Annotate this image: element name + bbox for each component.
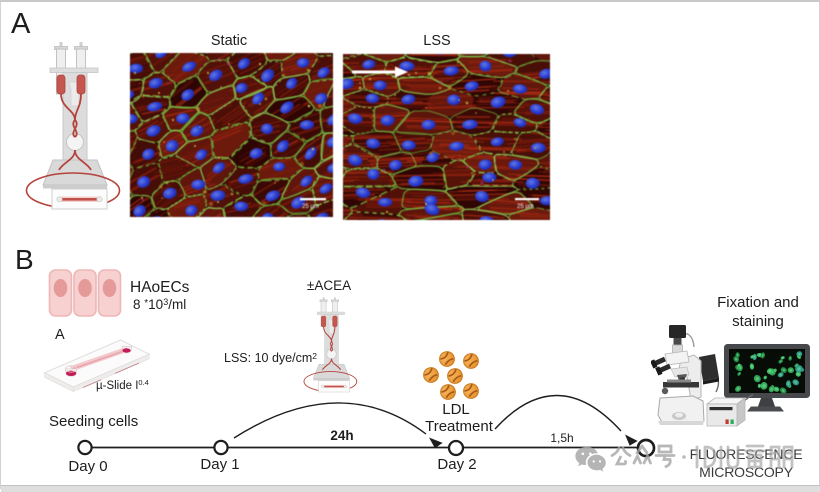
svg-text:25 µm: 25 µm: [517, 204, 534, 210]
svg-text:25 µm: 25 µm: [302, 204, 319, 210]
